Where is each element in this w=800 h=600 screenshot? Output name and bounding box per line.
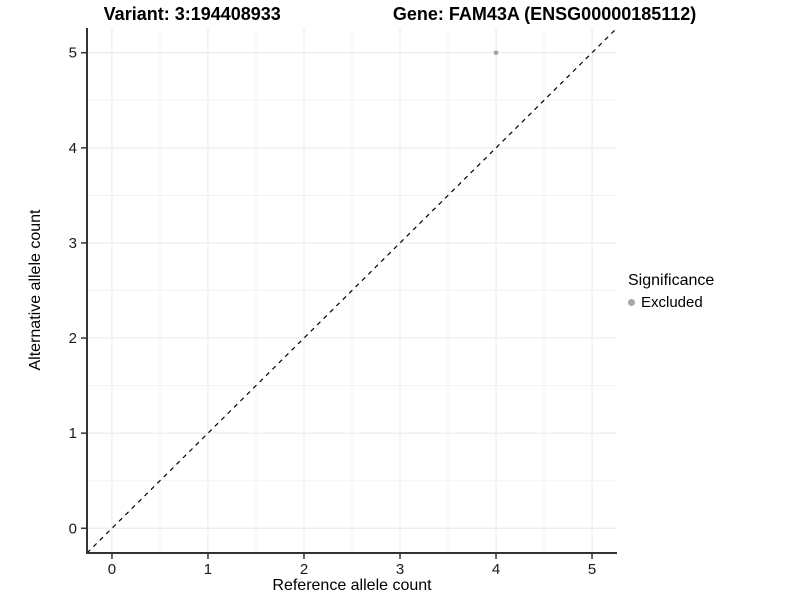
variant-title: Variant: 3:194408933 [103, 4, 281, 24]
data-point [493, 50, 499, 56]
y-tick-label: 4 [69, 140, 77, 157]
y-tick-label: 1 [69, 425, 77, 442]
legend: Significance Excluded [628, 272, 714, 311]
y-tick-label: 2 [69, 330, 77, 347]
y-tick-label: 5 [69, 45, 77, 62]
x-tick-label: 3 [396, 561, 404, 578]
x-axis-title: Reference allele count [272, 577, 432, 594]
legend-item-label: Excluded [641, 294, 703, 311]
legend-item-excluded: Excluded [628, 294, 714, 311]
legend-title: Significance [628, 272, 715, 289]
x-tick-label: 2 [300, 561, 308, 578]
excluded-point-icon [628, 299, 635, 306]
gene-title: Gene: FAM43A (ENSG00000185112) [392, 4, 697, 24]
x-tick-label: 4 [492, 561, 500, 578]
x-tick-label: 0 [108, 561, 116, 578]
x-tick-label: 1 [204, 561, 212, 578]
y-tick-label: 3 [69, 235, 77, 252]
identity-dashed-line [86, 27, 618, 554]
x-tick-label: 5 [588, 561, 596, 578]
y-tick-label: 0 [69, 520, 77, 537]
plot-title: Variant: 3:194408933 Gene: FAM43A (ENSG0… [0, 4, 800, 25]
